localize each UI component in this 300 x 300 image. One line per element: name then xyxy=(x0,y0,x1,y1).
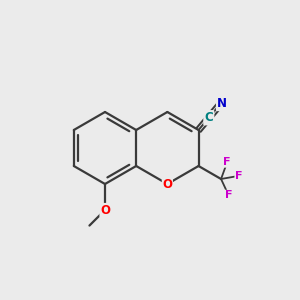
Text: N: N xyxy=(217,97,227,110)
Text: F: F xyxy=(235,171,242,181)
Text: F: F xyxy=(225,190,232,200)
Text: F: F xyxy=(224,157,231,167)
Text: O: O xyxy=(100,203,110,217)
Text: C: C xyxy=(204,111,213,124)
Text: O: O xyxy=(162,178,172,190)
